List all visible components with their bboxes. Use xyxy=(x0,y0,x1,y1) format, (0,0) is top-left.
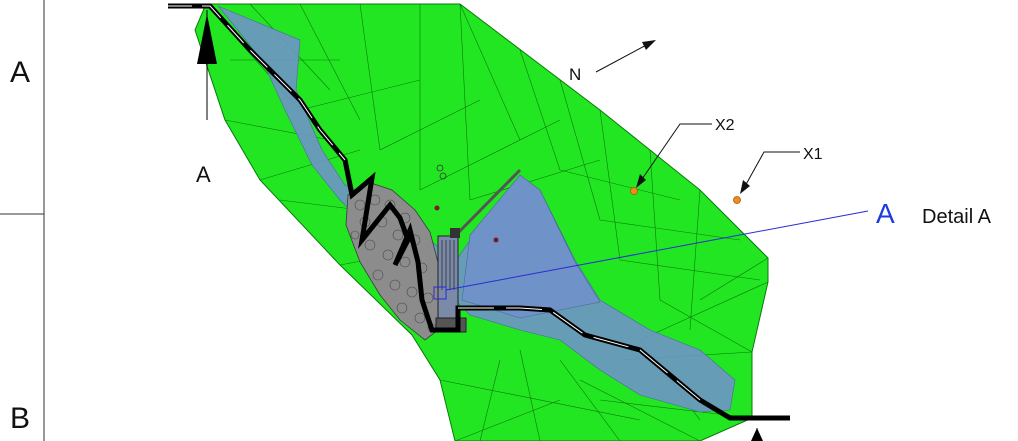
marker-dot xyxy=(434,205,440,211)
x1-leader xyxy=(740,151,800,194)
north-label: N xyxy=(569,65,581,84)
detail-a-box xyxy=(433,286,447,300)
detail-letter: A xyxy=(876,198,895,229)
section-cut-arrow-icon xyxy=(751,428,763,441)
reservoir-area xyxy=(461,174,601,319)
detail-label: Detail A xyxy=(922,206,992,228)
survey-point-icon xyxy=(630,187,638,195)
marker-circle xyxy=(439,172,447,180)
point-label-x1: X1 xyxy=(803,146,823,163)
profile-line-dash xyxy=(458,307,701,401)
x2-leader xyxy=(636,123,712,188)
section-cut-arrow-icon xyxy=(197,10,217,120)
point-label-x2: X2 xyxy=(715,117,735,134)
survey-point-icon xyxy=(733,196,741,204)
row-label-a: A xyxy=(10,56,30,89)
marker-dot xyxy=(493,237,499,243)
profile-line-dash xyxy=(168,5,346,161)
row-label-b: B xyxy=(10,402,30,435)
north-arrow-icon xyxy=(595,40,656,73)
section-label-a: A xyxy=(196,162,211,187)
marker-circle xyxy=(436,164,444,172)
detail-a-leader xyxy=(445,210,869,291)
